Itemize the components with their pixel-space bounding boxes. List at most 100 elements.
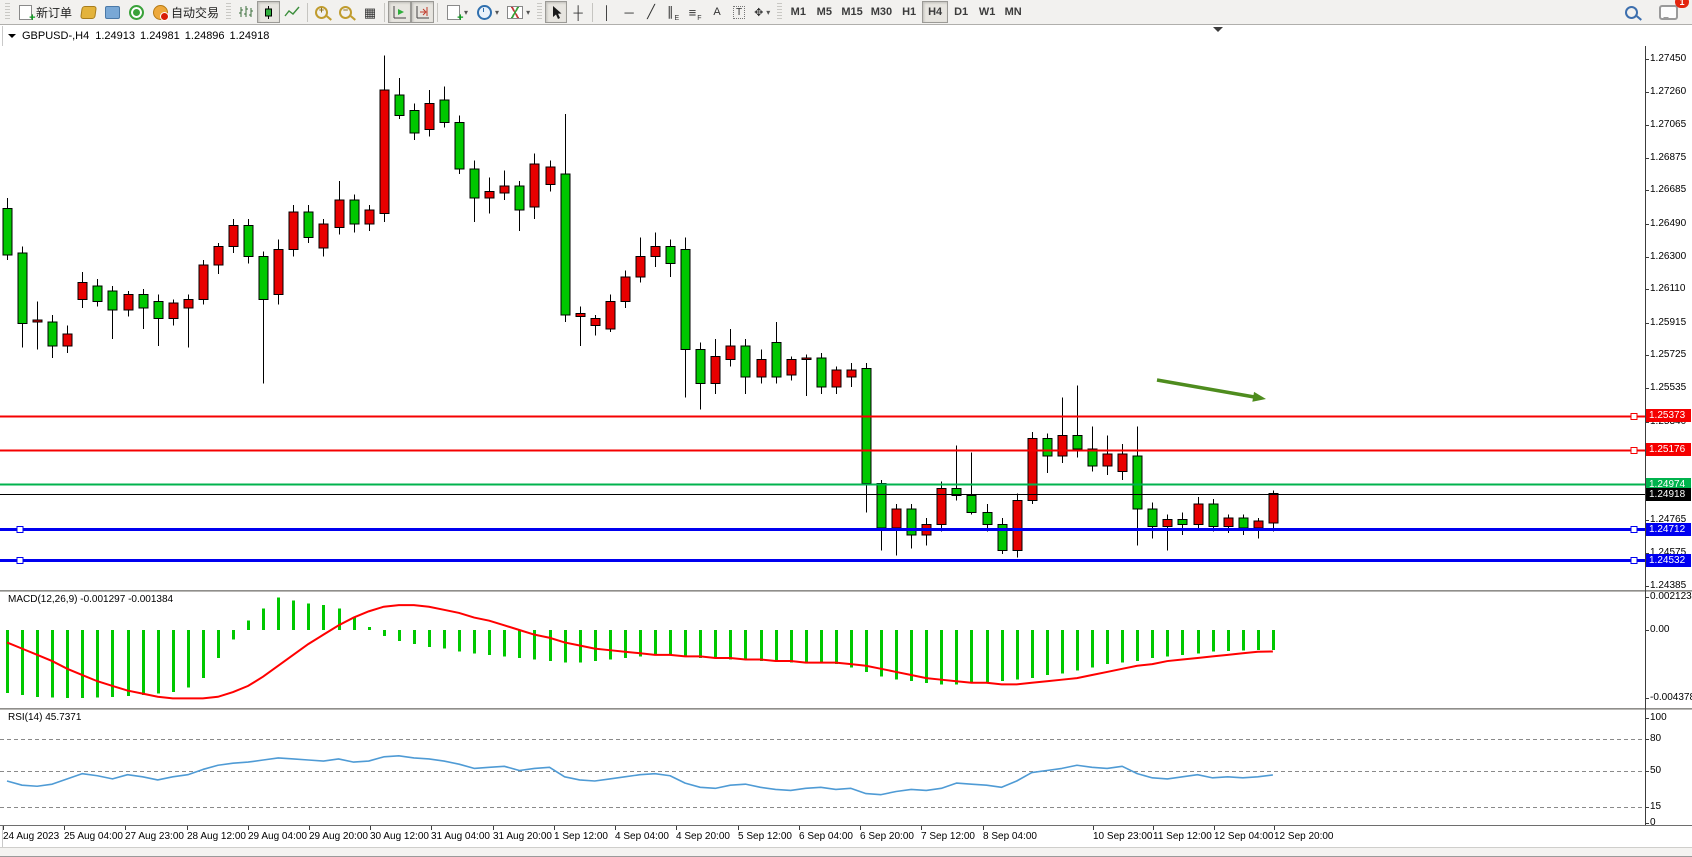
bear-candle bbox=[560, 173, 571, 316]
trendline-button[interactable]: ╱ bbox=[640, 1, 662, 23]
pane-splitter[interactable] bbox=[0, 590, 1692, 592]
new-order-button[interactable]: 新订单 bbox=[13, 1, 76, 24]
templates-icon bbox=[507, 4, 524, 20]
indicators-icon bbox=[445, 4, 464, 24]
quote-low: 1.24896 bbox=[184, 30, 225, 42]
price-axis-tick bbox=[1645, 190, 1649, 191]
line-chart-button[interactable] bbox=[280, 1, 304, 23]
line-handle[interactable] bbox=[1630, 526, 1638, 533]
text-button[interactable]: A bbox=[706, 1, 728, 23]
timeframe-button-h1[interactable]: H1 bbox=[896, 1, 922, 23]
timeframe-button-m30[interactable]: M30 bbox=[867, 1, 896, 23]
time-axis-tick bbox=[248, 826, 249, 830]
resistance-line[interactable] bbox=[0, 447, 1645, 454]
chart-quotes: 1.24913 1.24981 1.24896 1.24918 bbox=[95, 30, 269, 42]
periods-button[interactable]: ▾ bbox=[472, 1, 503, 23]
notifications-button[interactable]: 1 bbox=[1655, 0, 1689, 23]
cursor-button[interactable] bbox=[545, 1, 568, 23]
bear-candle bbox=[695, 348, 706, 385]
line-handle[interactable] bbox=[16, 557, 24, 564]
time-axis-label: 12 Sep 20:00 bbox=[1274, 831, 1334, 842]
bear-candle bbox=[771, 342, 782, 378]
timeframe-button-h4[interactable]: H4 bbox=[922, 1, 949, 23]
line-handle[interactable] bbox=[1630, 447, 1638, 454]
time-axis-label: 30 Aug 12:00 bbox=[370, 831, 429, 842]
bull-candle bbox=[846, 369, 857, 378]
bar-chart-button[interactable] bbox=[234, 1, 257, 23]
chart-menu-triangle-icon[interactable] bbox=[8, 34, 16, 42]
fibonacci-button[interactable]: ≡ F bbox=[684, 1, 706, 23]
search-button[interactable] bbox=[1621, 1, 1645, 23]
price-axis-tick-label: 1.27065 bbox=[1650, 119, 1687, 130]
equidistant-channel-button[interactable]: ∥ E bbox=[662, 1, 684, 23]
macd-label: MACD(12,26,9) -0.001297 -0.001384 bbox=[8, 594, 174, 605]
time-axis-tick bbox=[860, 826, 861, 830]
price-level-badge: 1.24974 bbox=[1646, 478, 1691, 491]
bear-candle bbox=[454, 122, 465, 170]
bear-candle bbox=[349, 199, 360, 225]
window-bottom-strip bbox=[0, 847, 1692, 856]
bull-candle bbox=[1268, 493, 1279, 524]
bull-candle bbox=[650, 245, 661, 258]
line-handle[interactable] bbox=[1630, 413, 1638, 420]
horizontal-line-button[interactable]: ─ bbox=[618, 1, 640, 23]
mql-market-button[interactable] bbox=[76, 1, 100, 23]
quote-high: 1.24981 bbox=[140, 30, 180, 42]
macd-pane[interactable] bbox=[0, 592, 1645, 708]
chart-shift-marker-icon[interactable] bbox=[1213, 27, 1223, 37]
cursor-icon bbox=[552, 5, 562, 19]
text-label-button[interactable]: T bbox=[728, 1, 750, 23]
timeframe-button-m15[interactable]: M15 bbox=[837, 1, 866, 23]
timeframe-button-w1[interactable]: W1 bbox=[974, 1, 1000, 23]
price-axis-tick-label: 1.27260 bbox=[1650, 86, 1687, 97]
horizontal-line-icon: ─ bbox=[624, 4, 634, 20]
crosshair-button[interactable]: ┼ bbox=[567, 1, 589, 23]
bear-candle bbox=[951, 488, 962, 496]
time-axis-tick bbox=[799, 826, 800, 830]
bull-candle bbox=[545, 166, 556, 185]
timeframe-button-mn[interactable]: MN bbox=[1000, 1, 1026, 23]
auto-trading-button[interactable]: 自动交易 bbox=[148, 1, 223, 23]
indicators-button[interactable]: ▾ bbox=[441, 1, 472, 24]
line-handle[interactable] bbox=[16, 526, 24, 533]
time-axis-tick bbox=[1274, 826, 1275, 830]
time-axis-label: 31 Aug 20:00 bbox=[493, 831, 552, 842]
support-line[interactable] bbox=[0, 557, 1645, 564]
pane-splitter[interactable] bbox=[0, 708, 1692, 710]
price-level-badge: 1.24532 bbox=[1646, 554, 1691, 567]
time-axis-tick bbox=[1093, 826, 1094, 830]
chart-shift-button[interactable] bbox=[411, 1, 435, 23]
bar-chart-icon bbox=[239, 6, 254, 17]
virtual-hosting-button[interactable] bbox=[100, 1, 124, 23]
time-axis-label: 24 Aug 2023 bbox=[3, 831, 60, 842]
auto-scroll-button[interactable] bbox=[388, 1, 412, 23]
line-handle[interactable] bbox=[1630, 557, 1638, 564]
bull-candle bbox=[801, 357, 812, 361]
bear-candle bbox=[1072, 434, 1083, 450]
zoom-in-button[interactable]: + bbox=[311, 1, 335, 23]
price-chart-pane[interactable] bbox=[0, 46, 1645, 590]
vertical-line-button[interactable]: │ bbox=[596, 1, 618, 23]
price-axis-tick-label: 1.25725 bbox=[1650, 349, 1687, 360]
signals-button[interactable] bbox=[124, 1, 148, 23]
auto-scroll-icon bbox=[393, 6, 407, 19]
price-axis-tick bbox=[1645, 586, 1649, 587]
rsi-pane[interactable] bbox=[0, 710, 1645, 825]
timeframe-button-m5[interactable]: M5 bbox=[811, 1, 837, 23]
timeframe-button-m1[interactable]: M1 bbox=[785, 1, 811, 23]
time-axis-tick bbox=[615, 826, 616, 830]
price-axis-tick bbox=[1645, 257, 1649, 258]
bull-candle bbox=[635, 256, 646, 278]
timeframe-button-d1[interactable]: D1 bbox=[948, 1, 974, 23]
trend-arrow-annotation[interactable] bbox=[1156, 378, 1266, 402]
resistance-line[interactable] bbox=[0, 413, 1645, 420]
shapes-button[interactable]: ✥ ▾ bbox=[750, 1, 774, 23]
candlestick-chart-button[interactable] bbox=[257, 1, 281, 23]
rsi-axis-tick bbox=[1645, 807, 1649, 808]
tile-windows-button[interactable]: ▦ bbox=[359, 1, 381, 23]
templates-button[interactable]: ▾ bbox=[503, 1, 534, 23]
zoom-out-button[interactable]: − bbox=[335, 1, 359, 23]
bear-candle bbox=[469, 168, 480, 199]
support-line[interactable] bbox=[0, 526, 1645, 533]
bull-candle bbox=[364, 209, 375, 225]
